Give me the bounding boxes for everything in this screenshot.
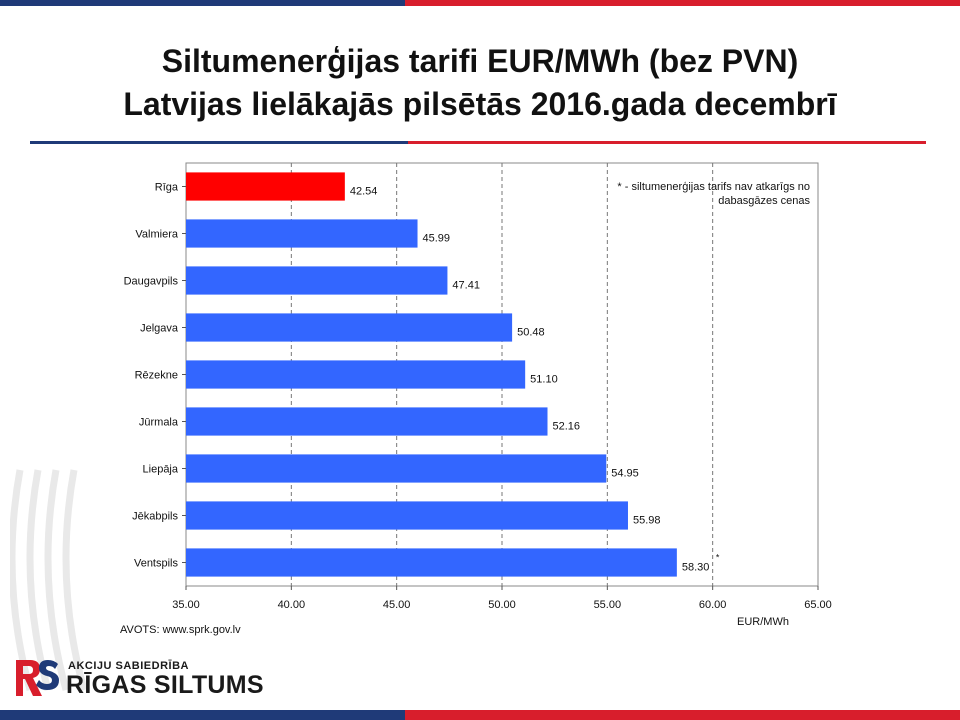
- x-tick-label: 45.00: [383, 599, 411, 611]
- category-label: Valmiera: [135, 229, 178, 241]
- top-brand-bar: [0, 0, 960, 6]
- title-rule-red: [408, 141, 926, 144]
- bar: [186, 360, 526, 389]
- logo-name: RĪGAS SILTUMS: [66, 671, 264, 699]
- title-rule-blue: [30, 141, 408, 144]
- category-label: Rīga: [155, 182, 179, 194]
- category-label: Ventspils: [134, 558, 179, 570]
- chart-note: * - siltumenerģijas tarifs nav atkarīgs …: [560, 180, 810, 208]
- category-label: Jūrmala: [139, 417, 179, 429]
- x-tick-label: 35.00: [172, 599, 200, 611]
- bar-value-label: 54.95: [611, 468, 639, 480]
- bar-value-label: 47.41: [452, 280, 480, 292]
- bar: [186, 219, 418, 248]
- category-label: Jelgava: [140, 323, 179, 335]
- x-tick-label: 55.00: [594, 599, 622, 611]
- category-label: Rēzekne: [135, 370, 178, 382]
- category-label: Daugavpils: [124, 276, 179, 288]
- x-axis-label: EUR/MWh: [737, 616, 789, 628]
- company-logo: AKCIJU SABIEDRĪBA RĪGAS SILTUMS: [14, 658, 284, 699]
- bar: [186, 172, 345, 201]
- bar-value-label: 42.54: [350, 186, 378, 198]
- bar: [186, 501, 628, 530]
- x-tick-label: 60.00: [699, 599, 727, 611]
- asterisk-marker: *: [716, 553, 720, 563]
- bar-value-label: 55.98: [633, 515, 661, 527]
- bottom-brand-bar: [0, 710, 960, 720]
- bar: [186, 313, 513, 342]
- category-label: Liepāja: [143, 464, 179, 476]
- logo-subtitle: AKCIJU SABIEDRĪBA: [68, 660, 189, 672]
- rs-logo-icon: [16, 660, 59, 696]
- bar: [186, 454, 607, 483]
- x-tick-label: 65.00: [804, 599, 832, 611]
- source-text: AVOTS: www.sprk.gov.lv: [120, 624, 241, 636]
- bar-value-label: 58.30: [682, 562, 710, 574]
- note-line-1: * - siltumenerģijas tarifs nav atkarīgs …: [617, 181, 810, 193]
- note-line-2: dabasgāzes cenas: [718, 195, 810, 207]
- bar-value-label: 45.99: [423, 233, 451, 245]
- bar-value-label: 50.48: [517, 327, 545, 339]
- bar: [186, 548, 677, 577]
- bar-value-label: 52.16: [553, 421, 581, 433]
- bar-value-label: 51.10: [530, 374, 558, 386]
- bar: [186, 266, 448, 295]
- x-tick-label: 50.00: [488, 599, 516, 611]
- title-line-2: Latvijas lielākajās pilsētās 2016.gada d…: [123, 86, 837, 122]
- category-label: Jēkabpils: [132, 511, 178, 523]
- x-tick-label: 40.00: [278, 599, 306, 611]
- slide-title: Siltumenerģijas tarifi EUR/MWh (bez PVN)…: [0, 40, 960, 126]
- title-line-1: Siltumenerģijas tarifi EUR/MWh (bez PVN): [161, 43, 799, 79]
- bar: [186, 407, 548, 436]
